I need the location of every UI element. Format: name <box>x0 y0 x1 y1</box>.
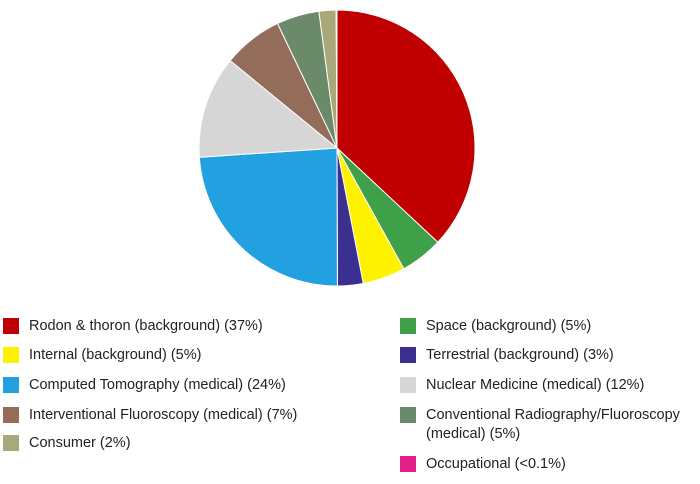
pie-slice-9 <box>335 9 338 149</box>
pie-slice-0 <box>336 9 476 243</box>
pie-slice-5 <box>198 59 339 158</box>
pie-slice-4 <box>198 147 338 287</box>
